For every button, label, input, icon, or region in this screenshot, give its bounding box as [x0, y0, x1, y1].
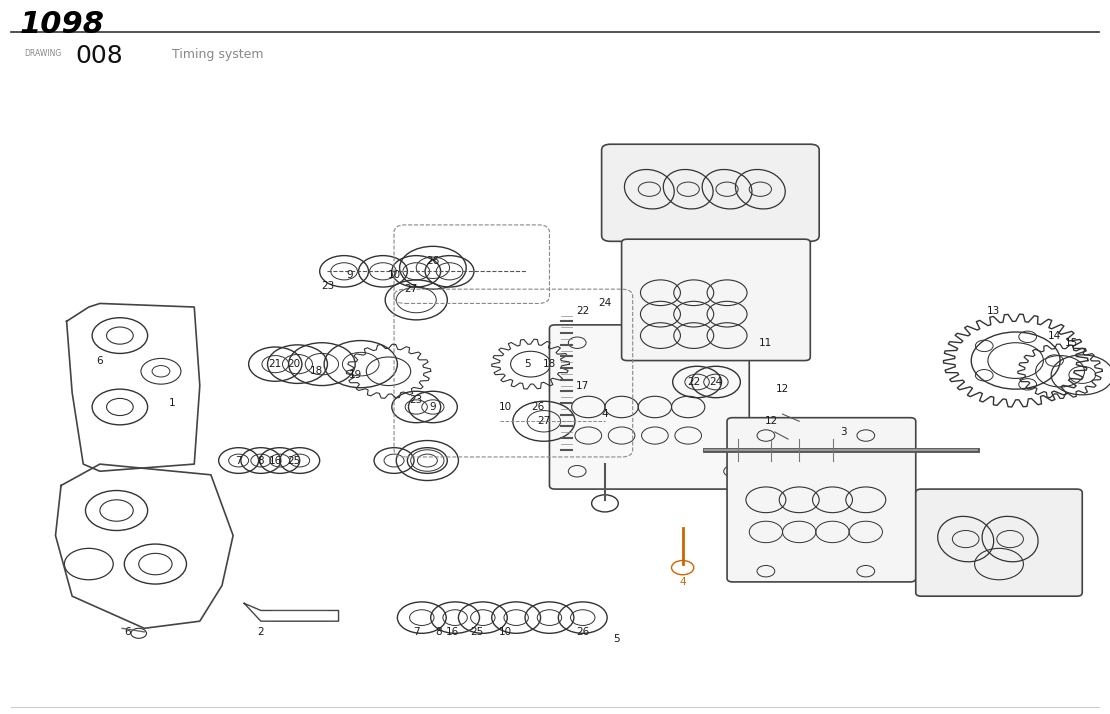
Text: Timing system: Timing system	[172, 48, 263, 61]
Text: 24: 24	[709, 377, 723, 387]
Text: 25: 25	[287, 456, 301, 466]
Text: 19: 19	[349, 370, 362, 380]
Text: 23: 23	[410, 395, 423, 405]
Text: 008: 008	[75, 44, 123, 68]
Text: 11: 11	[759, 338, 773, 348]
FancyBboxPatch shape	[727, 418, 916, 582]
Text: 10: 10	[498, 627, 512, 637]
Text: 14: 14	[1048, 331, 1061, 341]
Text: 26: 26	[576, 627, 589, 637]
Text: 26: 26	[532, 402, 545, 412]
Text: 24: 24	[598, 298, 612, 308]
Text: 2: 2	[258, 627, 264, 637]
Text: 6: 6	[124, 627, 131, 637]
Text: 12: 12	[765, 416, 778, 426]
FancyBboxPatch shape	[602, 144, 819, 241]
Text: 21: 21	[269, 359, 282, 369]
Text: 15: 15	[1064, 338, 1078, 348]
FancyBboxPatch shape	[622, 239, 810, 361]
FancyBboxPatch shape	[916, 489, 1082, 596]
Text: 7: 7	[235, 456, 242, 466]
Text: 8: 8	[435, 627, 442, 637]
Text: 16: 16	[446, 627, 460, 637]
Text: 5: 5	[524, 359, 531, 369]
Text: 9: 9	[346, 270, 353, 280]
FancyBboxPatch shape	[549, 325, 749, 489]
Text: 3: 3	[840, 427, 847, 437]
Text: 16: 16	[269, 456, 282, 466]
Text: 7: 7	[413, 627, 420, 637]
Text: 13: 13	[987, 306, 1000, 316]
Text: 20: 20	[287, 359, 301, 369]
Text: 26: 26	[426, 256, 440, 266]
Text: 25: 25	[471, 627, 484, 637]
Text: DRAWING: DRAWING	[24, 49, 62, 58]
Text: 17: 17	[576, 381, 589, 391]
Text: 6: 6	[97, 356, 103, 366]
Text: 9: 9	[430, 402, 436, 412]
Text: 5: 5	[613, 634, 619, 644]
Text: 8: 8	[258, 456, 264, 466]
Text: 4: 4	[679, 577, 686, 587]
Text: 1098: 1098	[20, 11, 105, 39]
Text: 10: 10	[387, 270, 401, 280]
Text: 22: 22	[687, 377, 700, 387]
Text: 10: 10	[498, 402, 512, 412]
Text: 18: 18	[543, 359, 556, 369]
Text: 12: 12	[776, 384, 789, 394]
Text: 27: 27	[404, 284, 417, 294]
Text: 23: 23	[321, 281, 334, 291]
Text: 1: 1	[169, 398, 175, 408]
Text: 22: 22	[576, 306, 589, 316]
Text: 27: 27	[537, 416, 551, 426]
Text: 18: 18	[310, 366, 323, 376]
Text: 4: 4	[602, 409, 608, 419]
